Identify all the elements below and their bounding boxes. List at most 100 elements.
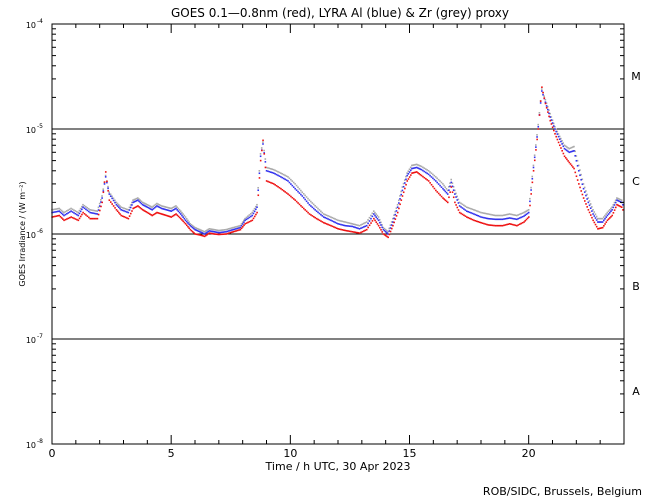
data-point: [214, 231, 217, 233]
data-point: [277, 174, 279, 177]
data-point: [54, 208, 56, 211]
data-point: [271, 171, 274, 174]
data-point: [240, 225, 243, 227]
data-point: [104, 171, 107, 173]
data-point: [563, 155, 566, 158]
data-point: [58, 207, 60, 210]
data-point: [544, 102, 547, 105]
data-point: [361, 226, 364, 229]
data-point: [449, 191, 451, 193]
data-point: [152, 213, 155, 216]
data-point: [594, 223, 597, 226]
data-point: [104, 174, 107, 177]
data-point: [460, 202, 462, 205]
data-point: [394, 213, 397, 216]
data-point: [448, 196, 450, 199]
data-point: [70, 210, 72, 212]
data-point: [324, 216, 326, 219]
data-point: [103, 181, 106, 183]
data-point: [616, 203, 618, 206]
data-point: [355, 231, 358, 234]
data-point: [557, 133, 560, 135]
data-point: [268, 167, 271, 170]
data-point: [259, 153, 262, 155]
data-point: [145, 211, 148, 213]
data-point: [348, 230, 351, 233]
data-point: [442, 197, 444, 199]
data-point: [530, 193, 532, 195]
data-point: [395, 215, 398, 217]
data-point: [426, 169, 428, 171]
series-1: [51, 90, 624, 235]
flare-class-lines: [52, 128, 624, 340]
data-point: [171, 215, 174, 218]
data-point: [137, 199, 139, 201]
data-point: [176, 206, 178, 209]
data-point: [351, 223, 354, 225]
data-point: [467, 216, 470, 219]
data-point: [488, 217, 491, 220]
data-point: [417, 172, 419, 174]
data-point: [619, 198, 622, 201]
data-point: [529, 200, 531, 203]
data-point: [477, 215, 480, 217]
y-tick-exponent: -7: [37, 333, 43, 340]
data-point: [200, 234, 202, 237]
data-point: [368, 224, 371, 227]
data-point: [338, 228, 341, 230]
data-point: [450, 181, 453, 184]
data-point: [384, 228, 387, 231]
data-point: [437, 192, 440, 195]
data-point: [478, 221, 481, 224]
data-point: [307, 211, 309, 214]
data-point: [517, 224, 520, 226]
data-point: [314, 216, 317, 219]
data-point: [371, 212, 374, 215]
data-point: [119, 207, 121, 210]
y-tick-label: 10: [26, 126, 36, 135]
data-point: [310, 200, 312, 203]
data-point: [396, 211, 399, 214]
data-point: [86, 206, 89, 209]
data-point: [361, 223, 364, 226]
data-point: [242, 225, 244, 228]
data-point: [116, 210, 119, 213]
data-point: [222, 231, 224, 233]
data-point: [531, 181, 534, 184]
data-point: [550, 119, 553, 121]
data-point: [398, 202, 400, 204]
data-point: [175, 213, 177, 215]
data-point: [427, 180, 430, 182]
data-point: [80, 205, 83, 208]
data-point: [253, 210, 256, 213]
data-point: [300, 193, 302, 196]
data-point: [214, 229, 217, 231]
data-point: [258, 177, 261, 179]
data-point: [442, 183, 444, 185]
data-point: [95, 210, 97, 212]
data-point: [92, 212, 94, 214]
data-point: [176, 209, 178, 211]
data-point: [518, 213, 521, 216]
data-point: [255, 213, 257, 216]
data-point: [361, 230, 364, 233]
data-point: [215, 231, 218, 234]
data-point: [405, 178, 407, 181]
data-point: [248, 220, 251, 223]
data-point: [305, 200, 308, 203]
data-point: [532, 164, 535, 167]
data-point: [117, 203, 120, 206]
data-point: [507, 213, 509, 216]
data-point: [381, 226, 383, 229]
data-point: [569, 147, 572, 149]
data-point: [206, 233, 208, 236]
data-point: [592, 209, 594, 211]
data-point: [172, 206, 175, 209]
data-point: [521, 221, 524, 224]
data-point: [324, 222, 327, 225]
data-point: [281, 188, 284, 191]
data-point: [598, 221, 600, 223]
data-point: [284, 174, 286, 177]
data-point: [129, 206, 132, 209]
data-point: [576, 164, 579, 167]
